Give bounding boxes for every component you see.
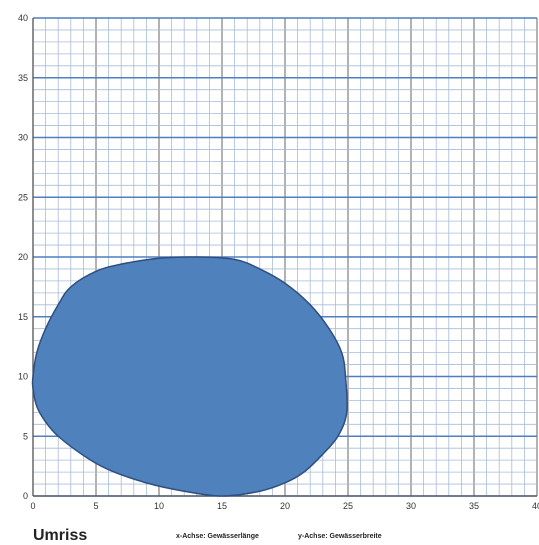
x-tick-label: 0 bbox=[30, 501, 35, 511]
x-tick-label: 25 bbox=[343, 501, 353, 511]
y-tick-labels: 0 5 10 15 20 25 30 35 40 bbox=[18, 13, 28, 501]
x-tick-label: 5 bbox=[93, 501, 98, 511]
y-axis-label: y-Achse: Gewässerbreite bbox=[298, 533, 382, 540]
y-tick-label: 40 bbox=[18, 13, 28, 23]
chart-area: 0 5 10 15 20 25 30 35 40 0 5 10 15 20 25 30 35 40 bbox=[18, 13, 539, 511]
outline-chart: 0 5 10 15 20 25 30 35 40 0 5 10 15 20 25 30 35 40 bbox=[18, 13, 539, 511]
x-tick-label: 40 bbox=[532, 501, 539, 511]
y-tick-label: 35 bbox=[18, 73, 28, 83]
x-tick-label: 20 bbox=[280, 501, 290, 511]
y-tick-label: 5 bbox=[23, 431, 28, 441]
y-tick-label: 10 bbox=[18, 372, 28, 382]
y-tick-label: 20 bbox=[18, 252, 28, 262]
y-tick-label: 30 bbox=[18, 133, 28, 143]
outline-area bbox=[31, 256, 348, 497]
x-tick-label: 15 bbox=[217, 501, 227, 511]
x-tick-labels: 0 5 10 15 20 25 30 35 40 bbox=[30, 501, 539, 511]
y-tick-label: 15 bbox=[18, 312, 28, 322]
x-axis-label: x-Achse: Gewässerlänge bbox=[176, 533, 259, 540]
chart-title: Umriss bbox=[33, 527, 88, 544]
y-tick-label: 0 bbox=[23, 491, 28, 501]
y-tick-label: 25 bbox=[18, 192, 28, 202]
x-tick-label: 35 bbox=[469, 501, 479, 511]
outline-shape bbox=[31, 256, 348, 497]
x-tick-label: 10 bbox=[154, 501, 164, 511]
x-tick-label: 30 bbox=[406, 501, 416, 511]
